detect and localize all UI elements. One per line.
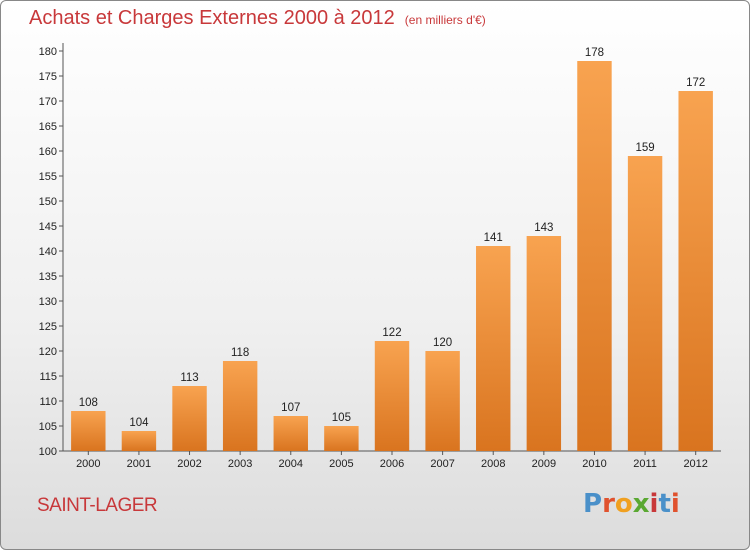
y-tick-label: 100 [39, 446, 57, 458]
y-tick-label: 170 [39, 96, 57, 108]
chart-title: Achats et Charges Externes 2000 à 2012 (e… [29, 7, 486, 30]
y-tick-label: 160 [39, 146, 57, 158]
y-tick-label: 180 [39, 46, 57, 58]
y-tick-label: 140 [39, 246, 57, 258]
y-tick-label: 115 [39, 371, 57, 383]
bar [324, 426, 359, 451]
logo-letter: P [583, 489, 603, 519]
logo-letter: x [632, 489, 650, 519]
bar [273, 416, 308, 451]
x-tick-label: 2010 [582, 458, 606, 470]
bar [678, 91, 713, 451]
y-tick-label: 105 [39, 421, 57, 433]
bar-value-label: 172 [686, 77, 705, 89]
bar [476, 246, 511, 451]
bar [222, 361, 258, 451]
y-tick-label: 110 [39, 396, 57, 408]
bar [172, 386, 207, 451]
y-tick-label: 125 [39, 321, 57, 333]
x-tick-label: 2000 [76, 458, 100, 470]
bar-value-label: 105 [332, 412, 351, 424]
bar [71, 411, 106, 451]
bar-value-label: 143 [534, 222, 553, 234]
bar [577, 61, 612, 451]
bar-value-label: 159 [635, 142, 654, 154]
x-tick-label: 2006 [380, 458, 404, 470]
x-tick-label: 2007 [430, 458, 454, 470]
x-tick-label: 2008 [481, 458, 505, 470]
title-text: Achats et Charges Externes 2000 à 2012 [29, 7, 395, 29]
bar-value-label: 107 [281, 402, 300, 414]
x-tick-label: 2009 [532, 458, 556, 470]
logo-letter: o [614, 489, 633, 519]
bar-value-label: 104 [129, 417, 149, 429]
place-name: SAINT-LAGER [37, 495, 158, 516]
x-tick-label: 2002 [177, 458, 201, 470]
logo-letter: r [602, 489, 615, 519]
x-tick-label: 2004 [279, 458, 303, 470]
bar-value-label: 118 [231, 347, 249, 359]
bar-value-label: 113 [180, 372, 198, 384]
bar-value-label: 108 [79, 397, 98, 409]
bar-value-label: 178 [585, 47, 604, 59]
bar [425, 351, 460, 451]
logo-letter: i [670, 489, 680, 519]
x-tick-label: 2001 [127, 458, 151, 470]
bar-value-label: 122 [382, 327, 401, 339]
bar [121, 431, 157, 451]
bar [526, 236, 562, 451]
y-tick-label: 130 [39, 296, 57, 308]
chart-subtitle: (en milliers d'€) [404, 13, 486, 27]
x-tick-label: 2005 [329, 458, 353, 470]
y-tick-label: 155 [39, 171, 57, 183]
bar [374, 341, 410, 451]
y-tick-label: 165 [39, 121, 57, 133]
bar [627, 156, 663, 451]
x-tick-label: 2003 [228, 458, 252, 470]
y-tick-label: 120 [39, 346, 57, 358]
bar-value-label: 120 [433, 337, 452, 349]
y-tick-label: 175 [39, 71, 57, 83]
y-tick-label: 135 [39, 271, 57, 283]
bar-value-label: 141 [484, 232, 503, 244]
logo-letter: t [658, 489, 671, 519]
x-tick-label: 2011 [633, 458, 657, 470]
y-tick-label: 145 [39, 221, 57, 233]
x-tick-label: 2012 [683, 458, 707, 470]
logo-letter: i [649, 489, 659, 519]
y-tick-label: 150 [39, 196, 57, 208]
proxiti-logo: Proxiti [583, 489, 680, 519]
